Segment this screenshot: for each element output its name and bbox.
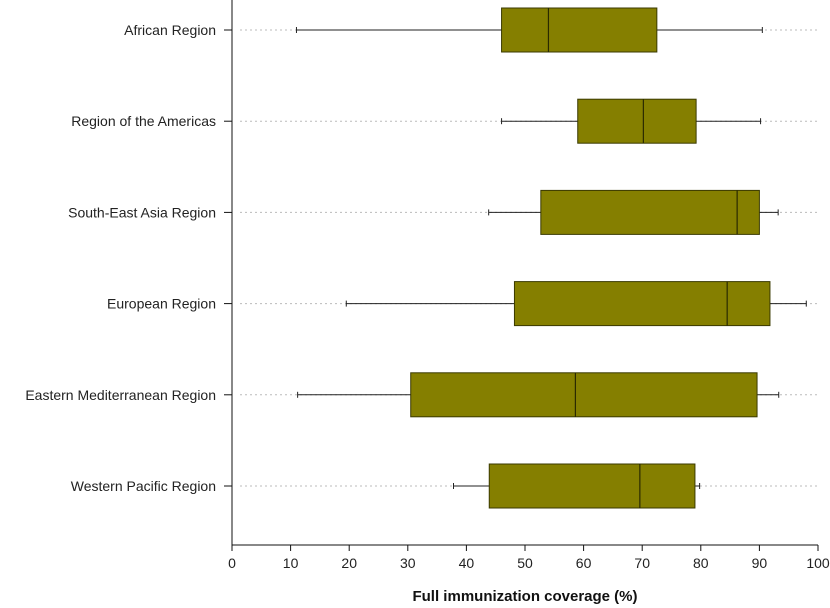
box-plot-series bbox=[295, 7, 807, 509]
interquartile-box bbox=[410, 372, 758, 418]
category-label: South-East Asia Region bbox=[68, 204, 216, 220]
category-label: Region of the Americas bbox=[71, 113, 216, 129]
x-tick-label: 100 bbox=[806, 555, 830, 571]
box-plot-item bbox=[297, 372, 780, 418]
x-tick-label: 40 bbox=[459, 555, 475, 571]
x-tick-label: 80 bbox=[693, 555, 709, 571]
category-label: Western Pacific Region bbox=[71, 478, 216, 494]
x-tick-label: 60 bbox=[576, 555, 592, 571]
box-plot-item bbox=[295, 7, 763, 53]
x-tick-label: 0 bbox=[228, 555, 236, 571]
category-label: European Region bbox=[107, 296, 216, 312]
box-plot-item bbox=[345, 281, 807, 327]
x-axis-title: Full immunization coverage (%) bbox=[412, 588, 637, 605]
grid-lines bbox=[240, 29, 818, 487]
x-axis-ticks: 0 10 20 30 40 50 60 70 80 90 100 bbox=[228, 545, 830, 571]
x-tick-label: 90 bbox=[752, 555, 768, 571]
box-plot-item bbox=[453, 463, 701, 509]
interquartile-box bbox=[488, 463, 696, 509]
x-tick-label: 70 bbox=[634, 555, 650, 571]
axes bbox=[231, 0, 818, 546]
y-axis-category-labels: African Region Region of the Americas Sout… bbox=[25, 22, 232, 494]
interquartile-box bbox=[577, 98, 697, 144]
box-plot-item bbox=[501, 98, 762, 144]
interquartile-box bbox=[540, 189, 760, 235]
interquartile-box bbox=[513, 281, 771, 327]
x-tick-label: 20 bbox=[341, 555, 357, 571]
interquartile-box bbox=[501, 7, 658, 53]
x-tick-label: 50 bbox=[517, 555, 533, 571]
box-plot-item bbox=[488, 189, 779, 235]
x-tick-label: 10 bbox=[283, 555, 299, 571]
category-label: African Region bbox=[124, 22, 216, 38]
category-label: Eastern Mediterranean Region bbox=[25, 387, 216, 403]
x-tick-label: 30 bbox=[400, 555, 416, 571]
